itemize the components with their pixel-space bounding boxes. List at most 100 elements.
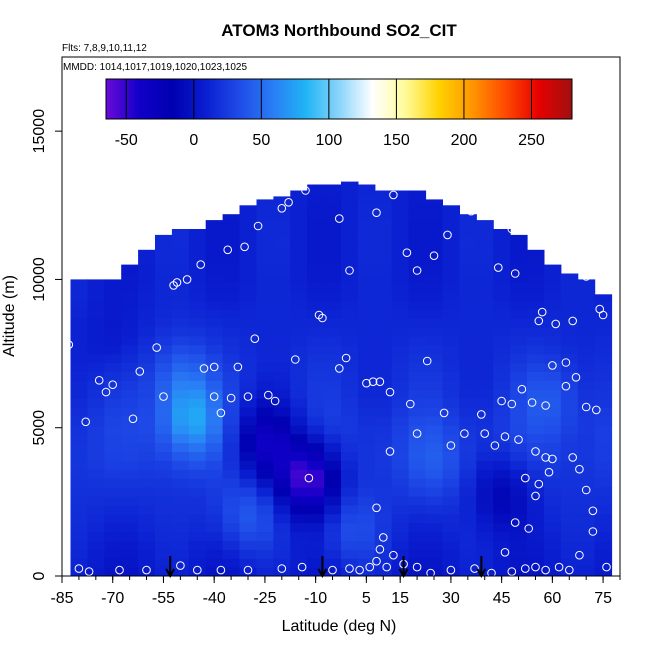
heatmap-cell — [290, 469, 308, 479]
heatmap-cell — [188, 549, 207, 559]
heatmap-cell — [104, 522, 122, 533]
heatmap-cell — [256, 309, 274, 319]
heatmap-cell — [510, 318, 528, 328]
observation-point — [375, 545, 385, 554]
heatmap-cell — [459, 229, 477, 239]
heatmap-cell — [188, 567, 207, 576]
heatmap-cell — [442, 389, 460, 399]
heatmap-cell — [87, 335, 105, 346]
heatmap-cell — [121, 531, 139, 541]
heatmap-cell — [205, 558, 224, 568]
heatmap-cell — [510, 344, 528, 355]
heatmap-cell — [121, 389, 139, 399]
heatmap-cell — [171, 229, 190, 239]
heatmap-cell — [138, 567, 156, 576]
heatmap-cell — [307, 291, 325, 301]
heatmap-cell — [577, 424, 596, 435]
heatmap-cell — [391, 398, 410, 408]
observation-point — [487, 568, 496, 576]
heatmap-cell — [171, 335, 190, 346]
heatmap-cell — [577, 513, 596, 524]
heatmap-cell — [510, 522, 528, 533]
heatmap-cell — [543, 264, 562, 275]
heatmap-cell — [357, 433, 376, 444]
heatmap-cell — [510, 353, 528, 364]
heatmap-cell — [425, 469, 443, 479]
heatmap-cell — [374, 202, 393, 212]
observation-point — [385, 387, 395, 397]
heatmap-cell — [476, 273, 494, 283]
heatmap-cell — [121, 362, 139, 372]
heatmap-cell — [205, 433, 224, 444]
observation-point — [209, 392, 219, 401]
heatmap-cell — [239, 442, 257, 452]
heatmap-cell — [442, 442, 460, 452]
heatmap-cell — [171, 451, 190, 461]
heatmap-cell — [171, 264, 190, 275]
heatmap-cell — [408, 531, 427, 541]
heatmap-cell — [510, 255, 528, 266]
heatmap-cell — [408, 415, 427, 426]
heatmap-cell — [577, 389, 596, 399]
heatmap-cell — [290, 220, 308, 230]
heatmap-cell — [222, 291, 241, 301]
heatmap-cell — [391, 246, 410, 257]
heatmap-cell — [222, 495, 241, 506]
heatmap-cell — [307, 220, 325, 230]
heatmap-cell — [425, 255, 443, 266]
heatmap-cell — [155, 558, 173, 568]
heatmap-cell — [104, 371, 122, 381]
heatmap-cell — [273, 451, 291, 461]
y-axis-label: Altitude (m) — [1, 275, 18, 357]
heatmap-cell — [256, 522, 274, 533]
heatmap-cell — [341, 540, 359, 550]
heatmap-cell — [256, 558, 274, 568]
heatmap-cell — [459, 558, 477, 568]
heatmap-cell — [543, 487, 562, 497]
heatmap-cell — [408, 344, 427, 355]
heatmap-cell — [239, 371, 257, 381]
heatmap-cell — [459, 504, 477, 515]
heatmap-cell — [527, 504, 545, 515]
heatmap-cell — [408, 326, 427, 337]
heatmap-cell — [357, 371, 376, 381]
heatmap-cell — [391, 326, 410, 337]
heatmap-cell — [442, 237, 460, 248]
heatmap-cell — [222, 424, 241, 435]
heatmap-cell — [171, 567, 190, 576]
heatmap-cell — [425, 504, 443, 515]
heatmap-cell — [391, 522, 410, 533]
observation-point — [592, 405, 601, 415]
heatmap-cell — [307, 478, 325, 488]
heatmap-cell — [493, 469, 511, 479]
heatmap-cell — [104, 415, 122, 426]
heatmap-cell — [155, 487, 173, 497]
heatmap-cell — [493, 318, 511, 328]
heatmap-cell — [155, 371, 173, 381]
heatmap-cell — [222, 522, 241, 533]
heatmap-cell — [324, 549, 342, 559]
heatmap-cell — [121, 371, 139, 381]
heatmap-cell — [425, 300, 443, 310]
heatmap-cell — [357, 487, 376, 497]
heatmap-cell — [476, 531, 494, 541]
observation-point — [216, 408, 226, 418]
heatmap-cell — [341, 567, 359, 576]
heatmap-cell — [290, 202, 308, 212]
heatmap-cell — [510, 567, 528, 576]
heatmap-cell — [307, 353, 325, 364]
heatmap-cell — [543, 407, 562, 417]
heatmap-cell — [357, 193, 376, 203]
heatmap-cell — [357, 567, 376, 576]
observation-point — [595, 304, 605, 314]
heatmap-cell — [239, 273, 257, 283]
heatmap-cell — [391, 415, 410, 426]
heatmap-cell — [374, 398, 393, 408]
heatmap-cell — [594, 318, 613, 328]
heatmap-cell — [121, 282, 139, 292]
heatmap-cell — [324, 371, 342, 381]
heatmap-cell — [391, 255, 410, 266]
heatmap-cell — [290, 291, 308, 301]
heatmap-cell — [594, 558, 613, 568]
heatmap-cell — [357, 415, 376, 426]
